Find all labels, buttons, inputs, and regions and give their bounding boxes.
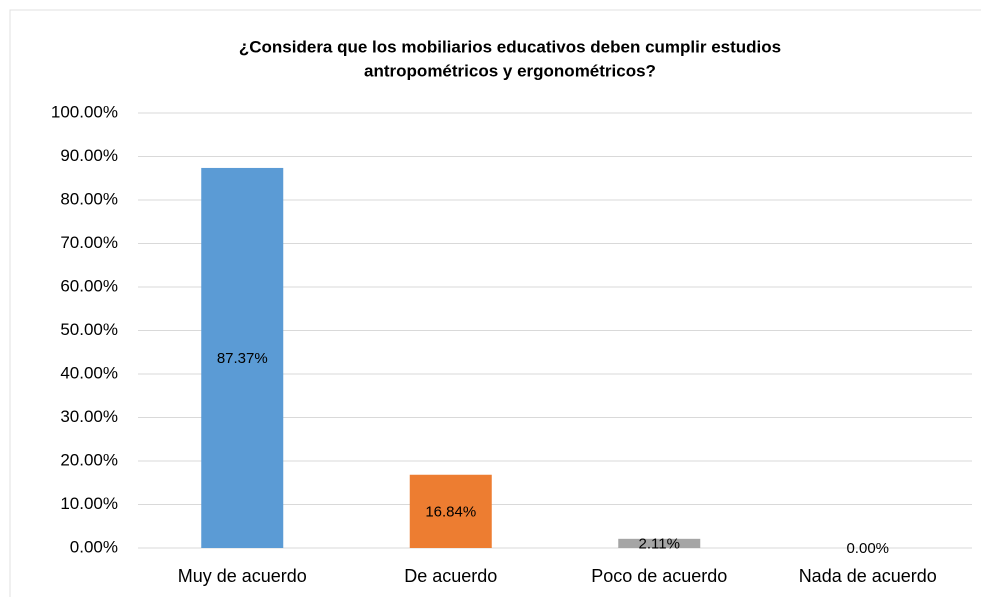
chart-title: antropométricos y ergonométricos? xyxy=(364,61,656,80)
y-tick-label: 20.00% xyxy=(60,450,118,469)
bar xyxy=(409,474,492,548)
x-tick-label: Poco de acuerdo xyxy=(591,566,727,586)
y-tick-label: 90.00% xyxy=(60,146,118,165)
y-tick-label: 40.00% xyxy=(60,363,118,382)
y-tick-label: 30.00% xyxy=(60,407,118,426)
y-tick-label: 10.00% xyxy=(60,494,118,513)
chart-title: ¿Considera que los mobiliarios educativo… xyxy=(239,37,781,56)
data-label: 0.00% xyxy=(846,540,889,557)
x-tick-label: Muy de acuerdo xyxy=(178,566,307,586)
data-label: 87.37% xyxy=(217,350,268,367)
bar xyxy=(618,538,701,548)
y-tick-label: 50.00% xyxy=(60,320,118,339)
y-tick-label: 70.00% xyxy=(60,233,118,252)
y-tick-label: 100.00% xyxy=(51,102,118,121)
x-tick-label: De acuerdo xyxy=(404,566,497,586)
data-label: 16.84% xyxy=(425,503,476,520)
y-tick-label: 0.00% xyxy=(70,537,118,556)
data-label: 2.11% xyxy=(639,535,680,552)
x-tick-label: Nada de acuerdo xyxy=(799,566,937,586)
bar xyxy=(201,167,284,549)
chart-frame xyxy=(9,9,981,597)
y-tick-label: 80.00% xyxy=(60,189,118,208)
y-tick-label: 60.00% xyxy=(60,276,118,295)
